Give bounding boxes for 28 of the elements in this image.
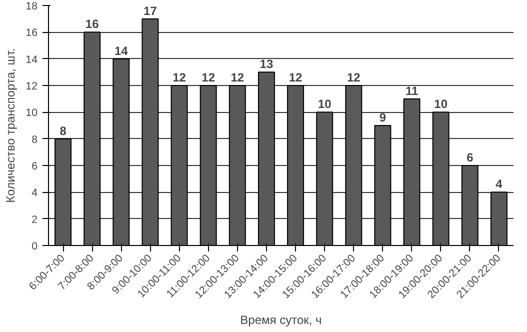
y-tick-label: 14 — [26, 54, 38, 66]
y-tick-label: 4 — [32, 187, 38, 200]
data-label: 12 — [172, 70, 186, 84]
data-label: 16 — [85, 17, 100, 32]
data-label: 11 — [405, 84, 418, 98]
y-tick-label: 10 — [26, 107, 38, 120]
data-label: 12 — [202, 70, 216, 84]
data-label: 17 — [144, 4, 158, 18]
x-axis-title: Время суток, ч — [240, 313, 322, 328]
data-label: 10 — [434, 97, 448, 112]
y-tick-label: 8 — [32, 134, 38, 146]
data-label: 10 — [318, 97, 332, 112]
y-axis-title: Количество транспорта, шт. — [4, 48, 18, 203]
data-label: 12 — [230, 70, 244, 84]
data-label: 13 — [260, 57, 274, 72]
y-tick-label: 16 — [26, 27, 38, 40]
y-tick-label: 12 — [26, 80, 38, 92]
y-tick-label: 18 — [26, 0, 38, 12]
data-label: 12 — [346, 70, 361, 84]
y-tick-label: 6 — [32, 160, 38, 172]
data-label: 12 — [288, 70, 303, 84]
data-label: 14 — [114, 44, 128, 58]
data-label: 4 — [496, 177, 503, 192]
y-tick-label: 2 — [32, 214, 38, 226]
data-label: 6 — [466, 150, 474, 164]
data-label: 9 — [379, 110, 386, 124]
y-tick-label: 0 — [32, 240, 38, 252]
data-label: 8 — [60, 124, 67, 138]
